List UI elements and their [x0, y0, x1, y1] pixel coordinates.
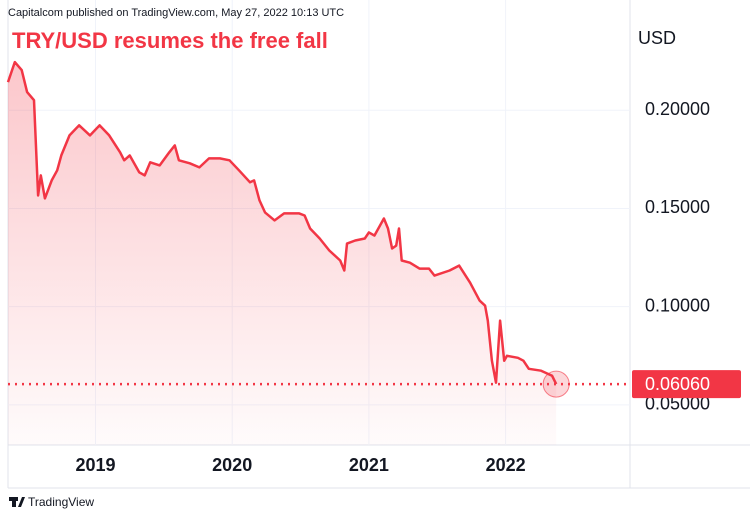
plot — [6, 0, 630, 445]
header: Capitalcom published on TradingView.com,… — [8, 7, 344, 19]
footer: TradingView — [28, 495, 94, 509]
x-tick-label: 2021 — [349, 455, 389, 475]
chart-title: TRY/USD resumes the free fall — [12, 28, 328, 53]
y-tick-label: 0.20000 — [645, 99, 710, 119]
price-tag-label: 0.06060 — [645, 374, 710, 394]
y-tick-label: 0.15000 — [645, 197, 710, 217]
y-tick-label: 0.10000 — [645, 295, 710, 315]
y-tick-label: 0.05000 — [645, 394, 710, 414]
x-tick-label: 2019 — [75, 455, 115, 475]
x-tick-label: 2020 — [212, 455, 252, 475]
line — [6, 60, 558, 385]
price-tag — [632, 370, 741, 399]
logo — [9, 497, 25, 507]
y-axis-label: USD — [638, 28, 676, 48]
x-tick-label: 2022 — [486, 455, 526, 475]
area — [8, 62, 557, 445]
